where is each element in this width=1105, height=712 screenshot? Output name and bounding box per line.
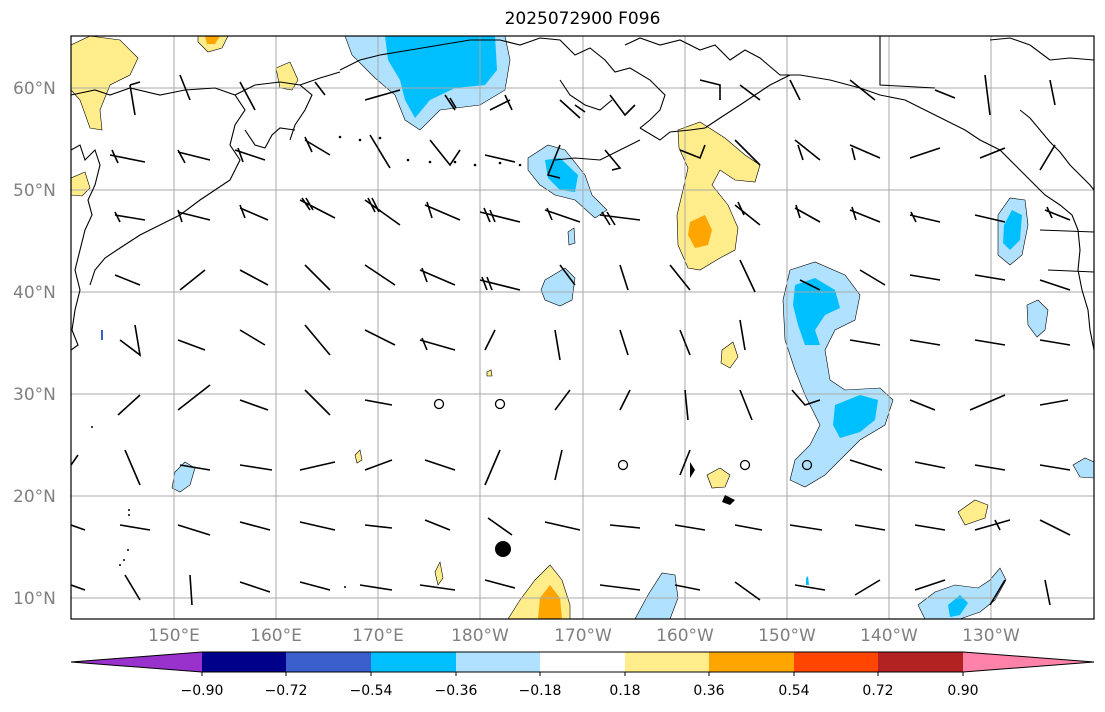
shade-region <box>948 595 968 617</box>
station-marker <box>801 459 813 471</box>
colorbar-segment <box>71 652 202 672</box>
lat-tick-label: 40°N <box>13 283 56 303</box>
colorbar-segment <box>963 652 1094 672</box>
colorbar-tick-label: −0.72 <box>265 683 308 699</box>
colorbar-segment <box>202 652 286 672</box>
colorbar-tick-label: −0.36 <box>435 683 478 699</box>
shade-region <box>806 576 809 585</box>
map-title: 2025072900 F096 <box>504 9 661 29</box>
shade-region <box>171 461 196 493</box>
shade-region <box>957 499 989 526</box>
shade-region <box>917 567 1007 619</box>
longitude-axis: 150°E 160°E 170°E 180°W 170°W 160°W 150°… <box>148 626 1020 646</box>
lon-tick-label: 150°E <box>148 626 200 646</box>
colorbar-tick-label: 0.36 <box>693 683 724 699</box>
colorbar-segment <box>371 652 456 672</box>
colorbar: −0.90 −0.72 −0.54 −0.36 −0.18 0.18 0.36 … <box>70 651 1095 699</box>
lon-tick-label: 160°E <box>250 626 302 646</box>
station-marker <box>739 459 751 471</box>
shade-region <box>706 467 731 489</box>
shaded-anomaly-layer <box>71 36 1094 619</box>
lat-tick-label: 10°N <box>13 589 56 609</box>
colorbar-tick-label: −0.18 <box>519 683 562 699</box>
colorbar-tick-label: 0.54 <box>778 683 809 699</box>
colorbar-segment <box>794 652 878 672</box>
shade-region <box>720 341 739 369</box>
station-marker <box>433 398 445 410</box>
colorbar-segment <box>286 652 371 672</box>
lon-tick-label: 150°W <box>758 626 816 646</box>
colorbar-segment <box>456 652 540 672</box>
wind-barb-field <box>71 74 1071 606</box>
map-panel <box>70 35 1095 620</box>
colorbar-tick-label: 0.90 <box>947 683 978 699</box>
shade-region <box>1026 299 1049 338</box>
shade-region <box>205 36 220 44</box>
latitude-axis: 10°N 20°N 30°N 40°N 50°N 60°N <box>13 79 56 609</box>
lat-tick-label: 60°N <box>13 79 56 99</box>
colorbar-segment <box>540 652 625 672</box>
shade-region <box>71 36 139 131</box>
shade-region <box>833 395 878 438</box>
lon-tick-label: 170°E <box>352 626 404 646</box>
lat-tick-label: 20°N <box>13 487 56 507</box>
colorbar-tick-label: −0.54 <box>350 683 393 699</box>
shade-region <box>385 36 497 118</box>
colorbar-tick-label: 0.18 <box>609 683 640 699</box>
islands <box>91 135 735 588</box>
shade-mark <box>101 330 103 340</box>
shade-region <box>545 158 578 192</box>
shade-region <box>434 561 444 586</box>
lon-tick-label: 180°W <box>451 626 509 646</box>
lat-tick-label: 30°N <box>13 385 56 405</box>
station-marker <box>617 459 629 471</box>
colorbar-segment <box>625 652 709 672</box>
colorbar-tick-label: 0.72 <box>862 683 893 699</box>
lon-tick-label: 160°W <box>656 626 714 646</box>
shade-region <box>275 61 299 91</box>
lon-tick-label: 130°W <box>962 626 1020 646</box>
lat-tick-label: 50°N <box>13 181 56 201</box>
storm-center-marker <box>495 541 511 557</box>
colorbar-segment <box>878 652 963 672</box>
shade-region <box>793 278 840 345</box>
shade-region <box>1072 457 1094 479</box>
shade-region <box>1003 210 1022 250</box>
shade-region <box>688 215 712 248</box>
shade-region <box>354 449 363 464</box>
shade-region <box>634 572 679 619</box>
shade-region <box>567 227 576 246</box>
shade-region <box>486 369 493 377</box>
colorbar-segment <box>709 652 794 672</box>
coastlines <box>71 36 1094 351</box>
station-marker <box>494 398 506 410</box>
shade-region <box>538 585 562 619</box>
colorbar-tick-label: −0.90 <box>181 683 224 699</box>
gridlines <box>71 36 1094 619</box>
lon-tick-label: 140°W <box>860 626 918 646</box>
lon-tick-label: 170°W <box>554 626 612 646</box>
